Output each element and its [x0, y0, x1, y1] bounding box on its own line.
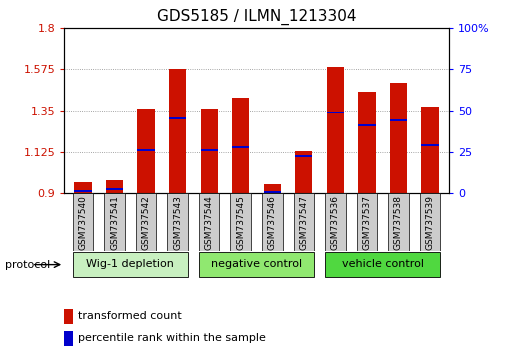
- Bar: [421, 107, 439, 193]
- Bar: [325, 252, 440, 276]
- Text: GSM737540: GSM737540: [78, 195, 88, 250]
- Text: GSM737546: GSM737546: [268, 195, 277, 250]
- Text: GSM737544: GSM737544: [205, 195, 214, 250]
- Text: GSM737539: GSM737539: [425, 195, 435, 250]
- Bar: [74, 182, 92, 193]
- Bar: [232, 146, 249, 148]
- Bar: [325, 193, 346, 251]
- Text: GDS5185 / ILMN_1213304: GDS5185 / ILMN_1213304: [157, 9, 356, 25]
- Bar: [262, 193, 283, 251]
- Text: Wig-1 depletion: Wig-1 depletion: [86, 259, 174, 269]
- Bar: [199, 193, 220, 251]
- Bar: [232, 98, 249, 193]
- Bar: [295, 151, 312, 193]
- Bar: [169, 69, 186, 193]
- Bar: [199, 252, 314, 276]
- Bar: [73, 193, 93, 251]
- Bar: [264, 184, 281, 193]
- Text: GSM737545: GSM737545: [236, 195, 245, 250]
- Bar: [74, 190, 92, 192]
- Bar: [327, 67, 344, 193]
- Bar: [201, 149, 218, 151]
- Bar: [104, 193, 125, 251]
- Text: protocol: protocol: [5, 259, 50, 270]
- Text: GSM737537: GSM737537: [362, 195, 371, 250]
- Bar: [295, 155, 312, 157]
- Bar: [64, 331, 73, 346]
- Bar: [201, 109, 218, 193]
- Bar: [73, 252, 188, 276]
- Text: GSM737543: GSM737543: [173, 195, 182, 250]
- Bar: [358, 92, 376, 193]
- Bar: [167, 193, 188, 251]
- Text: GSM737541: GSM737541: [110, 195, 119, 250]
- Bar: [137, 109, 155, 193]
- Text: vehicle control: vehicle control: [342, 259, 424, 269]
- Text: negative control: negative control: [211, 259, 302, 269]
- Bar: [293, 193, 314, 251]
- Bar: [169, 117, 186, 119]
- Bar: [388, 193, 409, 251]
- Bar: [358, 124, 376, 126]
- Text: GSM737536: GSM737536: [331, 195, 340, 250]
- Bar: [390, 83, 407, 193]
- Bar: [327, 112, 344, 113]
- Bar: [137, 149, 155, 151]
- Text: transformed count: transformed count: [78, 312, 182, 321]
- Bar: [136, 193, 156, 251]
- Bar: [264, 191, 281, 193]
- Text: GSM737542: GSM737542: [142, 195, 151, 250]
- Bar: [106, 180, 123, 193]
- Bar: [421, 144, 439, 146]
- Bar: [357, 193, 377, 251]
- Text: percentile rank within the sample: percentile rank within the sample: [78, 333, 266, 343]
- Text: GSM737547: GSM737547: [299, 195, 308, 250]
- Text: GSM737538: GSM737538: [394, 195, 403, 250]
- Bar: [106, 188, 123, 190]
- Bar: [420, 193, 440, 251]
- Bar: [230, 193, 251, 251]
- Bar: [390, 119, 407, 121]
- Bar: [64, 309, 73, 324]
